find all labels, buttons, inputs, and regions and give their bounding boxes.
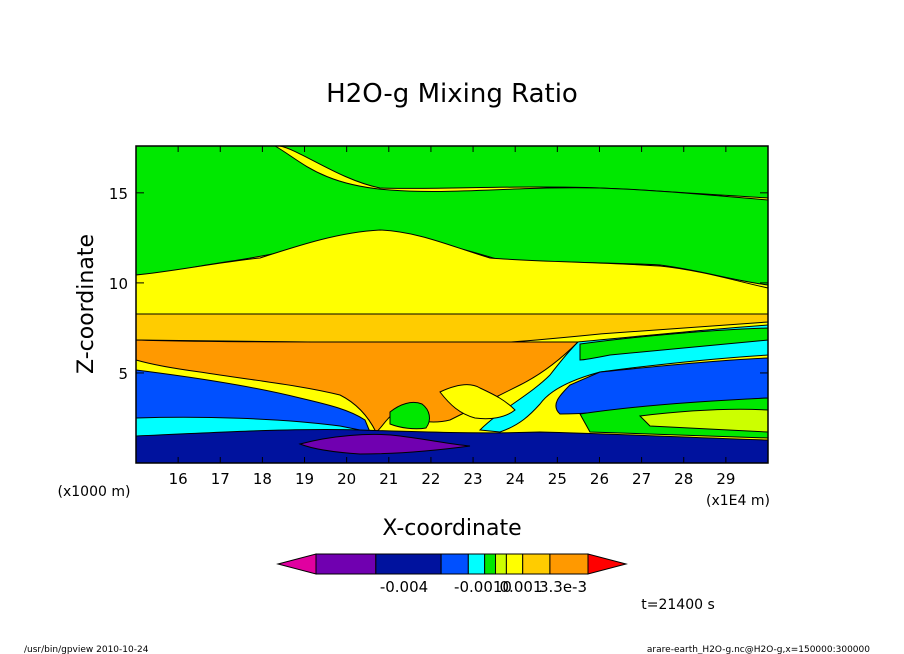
colorbar-segment xyxy=(484,553,497,575)
colorbar-max-triangle xyxy=(587,553,628,575)
colorbar-segment xyxy=(522,553,551,575)
x-axis-ticks: 16 17 18 19 20 21 22 23 24 25 26 27 28 29 xyxy=(169,146,735,488)
y-axis-ticks: 5 10 15 xyxy=(109,185,768,383)
colorbar xyxy=(276,553,628,575)
x-tick-label: 20 xyxy=(337,470,356,488)
colorbar-tick-label: 0.001 xyxy=(500,578,543,596)
x-tick-label: 24 xyxy=(506,470,525,488)
x-tick-label: 28 xyxy=(674,470,693,488)
y-tick-label: 10 xyxy=(109,275,128,293)
colorbar-segment xyxy=(505,553,524,575)
x-tick-label: 17 xyxy=(211,470,230,488)
colorbar-segment xyxy=(440,553,469,575)
band-purple xyxy=(298,433,471,455)
x-tick-label: 19 xyxy=(295,470,314,488)
footer-right: arare-earth_H2O-g.nc@H2O-g,x=150000:3000… xyxy=(647,645,870,654)
x-tick-label: 21 xyxy=(379,470,398,488)
x-axis-label: X-coordinate xyxy=(382,516,521,541)
band-mid-yellow xyxy=(439,384,516,420)
colorbar-segment xyxy=(467,553,486,575)
colorbar-tick-label: -0.0010 xyxy=(454,578,512,596)
colorbar-min-triangle xyxy=(276,553,317,575)
colorbar-segment xyxy=(495,553,507,575)
x-tick-label: 25 xyxy=(548,470,567,488)
chart-title: H2O-g Mixing Ratio xyxy=(326,79,578,109)
band-blue xyxy=(135,369,371,433)
time-label: t=21400 s xyxy=(641,597,715,613)
y-tick-label: 5 xyxy=(118,365,128,383)
band-mid-green xyxy=(389,401,430,430)
band-yellow xyxy=(135,229,769,315)
y-scale-label: (x1000 m) xyxy=(58,484,131,500)
colorbar-segment xyxy=(315,553,377,575)
x-tick-label: 18 xyxy=(253,470,272,488)
contour-field xyxy=(135,145,769,464)
y-axis-label: Z-coordinate xyxy=(74,234,99,374)
colorbar-segment xyxy=(549,553,589,575)
colorbar-tick-label: 3.3e-3 xyxy=(539,578,587,596)
band-green-right xyxy=(579,327,769,361)
x-scale-label: (x1E4 m) xyxy=(706,493,770,509)
colorbar-tick-label: -0.004 xyxy=(380,578,428,596)
x-tick-label: 29 xyxy=(716,470,735,488)
plot-frame xyxy=(135,145,769,464)
x-tick-label: 22 xyxy=(421,470,440,488)
band-cyan-right xyxy=(478,324,769,433)
x-tick-label: 16 xyxy=(169,470,188,488)
x-tick-label: 26 xyxy=(590,470,609,488)
colorbar-segment xyxy=(375,553,442,575)
footer-left: /usr/bin/gpview 2010-10-24 xyxy=(24,645,149,654)
x-tick-label: 23 xyxy=(464,470,483,488)
x-tick-label: 27 xyxy=(632,470,651,488)
y-tick-label: 15 xyxy=(109,185,128,203)
